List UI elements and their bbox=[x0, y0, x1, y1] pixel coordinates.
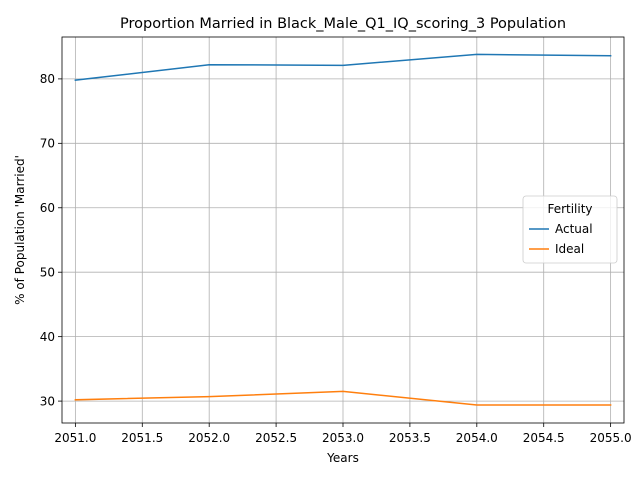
y-tick-label: 40 bbox=[40, 330, 55, 344]
y-tick-label: 30 bbox=[40, 394, 55, 408]
grid-lines bbox=[62, 37, 624, 423]
legend: Fertility Actual Ideal bbox=[522, 195, 618, 264]
y-axis-label: % of Population 'Married' bbox=[13, 155, 27, 305]
x-tick-label: 2052.5 bbox=[255, 431, 297, 445]
x-tick-label: 2052.0 bbox=[188, 431, 230, 445]
x-tick-label: 2055.0 bbox=[590, 431, 632, 445]
y-tick-label: 80 bbox=[40, 72, 55, 86]
y-tick-label: 70 bbox=[40, 137, 55, 151]
x-tick-label: 2051.0 bbox=[54, 431, 96, 445]
x-tick-label: 2054.5 bbox=[523, 431, 565, 445]
legend-box bbox=[522, 195, 618, 264]
series-line-actual bbox=[74, 53, 612, 82]
series-lines bbox=[74, 53, 612, 406]
x-axis-label: Years bbox=[326, 451, 359, 465]
series-line-ideal bbox=[74, 390, 612, 406]
axis-ticks: 2051.0 2051.5 2052.0 2052.5 2053.0 2053.5 2054… bbox=[40, 72, 632, 445]
x-tick-label: 2053.0 bbox=[322, 431, 364, 445]
x-tick-label: 2054.0 bbox=[456, 431, 498, 445]
y-tick-label: 60 bbox=[40, 201, 55, 215]
x-tick-label: 2051.5 bbox=[121, 431, 163, 445]
legend-label-actual: Actual bbox=[555, 222, 593, 236]
x-tick-label: 2053.5 bbox=[389, 431, 431, 445]
legend-label-ideal: Ideal bbox=[555, 242, 584, 256]
y-tick-label: 50 bbox=[40, 266, 55, 280]
legend-title: Fertility bbox=[547, 202, 592, 216]
chart-title: Proportion Married in Black_Male_Q1_IQ_s… bbox=[120, 16, 566, 32]
